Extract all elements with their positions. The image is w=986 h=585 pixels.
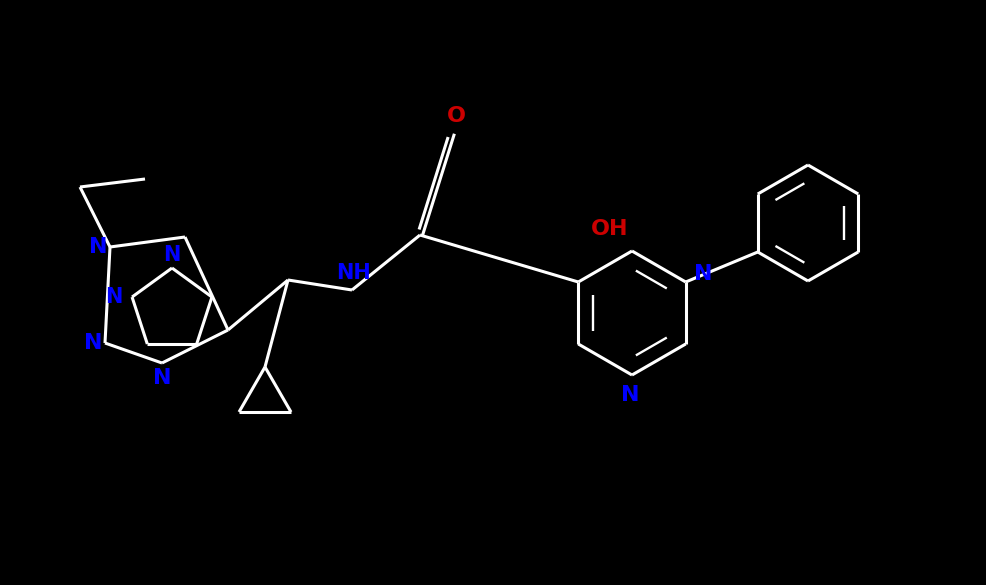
Text: OH: OH [592, 219, 629, 239]
Text: N: N [153, 368, 172, 388]
Text: N: N [84, 333, 103, 353]
Text: N: N [89, 237, 107, 257]
Text: N: N [106, 287, 122, 307]
Text: N: N [694, 264, 713, 284]
Text: N: N [164, 245, 180, 265]
Text: N: N [621, 385, 639, 405]
Text: NH: NH [335, 263, 371, 283]
Text: O: O [447, 106, 465, 126]
